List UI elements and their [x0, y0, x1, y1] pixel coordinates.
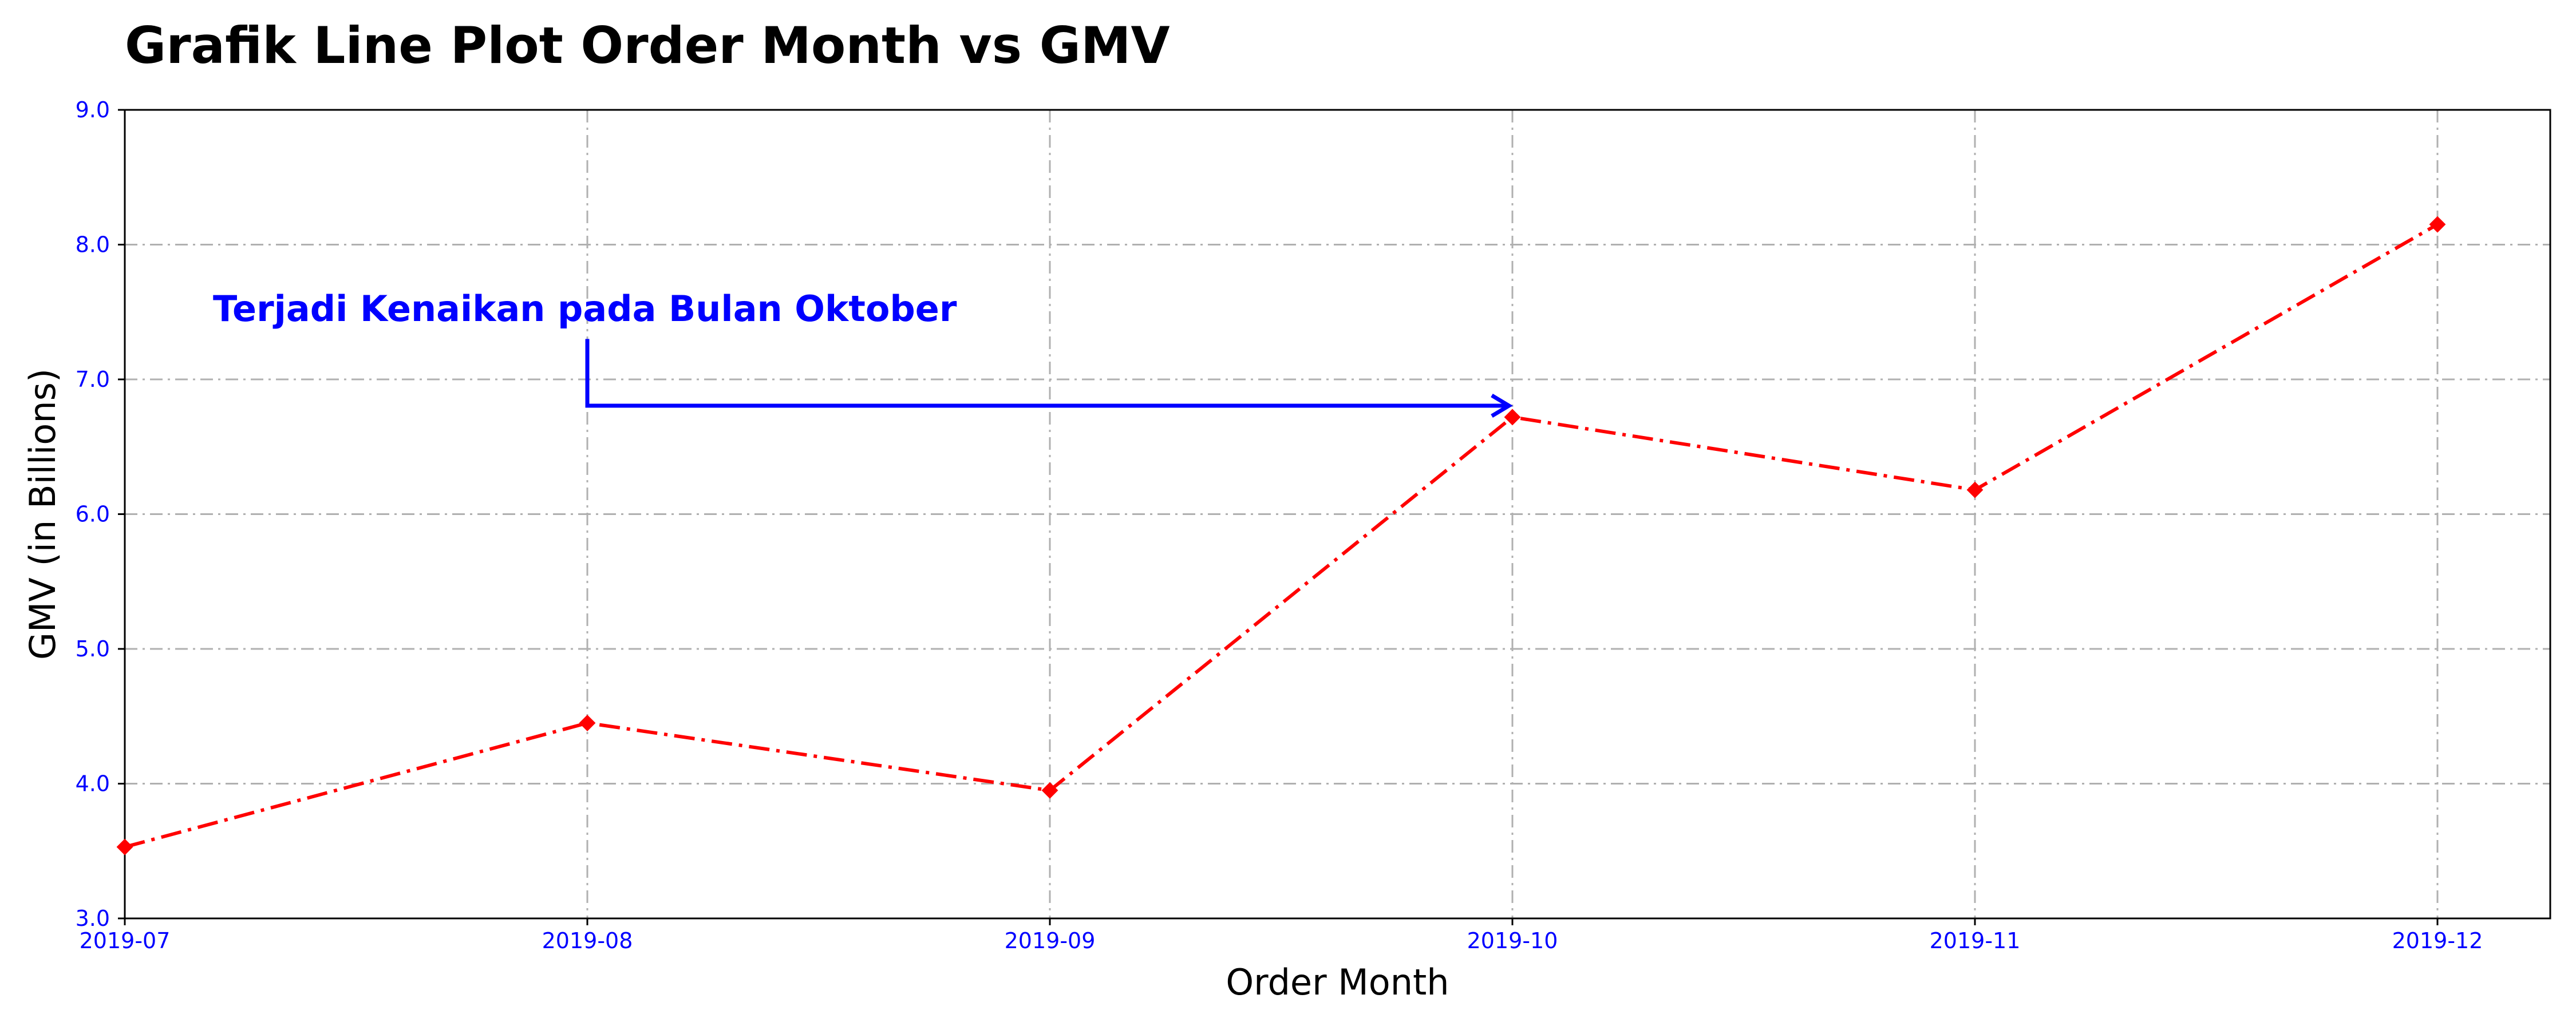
- x-tick-label: 2019-09: [1005, 928, 1096, 953]
- annotation-arrow: [585, 339, 1508, 408]
- y-tick-label: 4.0: [76, 771, 110, 797]
- annotation-text: Terjadi Kenaikan pada Bulan Oktober: [213, 288, 957, 330]
- y-tick-labels: 3.0 4.0 5.0 6.0 7.0 8.0 9.0: [76, 97, 110, 931]
- x-tick-label: 2019-11: [1930, 928, 2021, 953]
- data-point: [116, 838, 133, 855]
- x-axis-title: Order Month: [1226, 961, 1449, 1003]
- annotation: Terjadi Kenaikan pada Bulan Oktober: [213, 288, 1513, 418]
- data-point: [1041, 782, 1058, 799]
- y-tick-label: 6.0: [76, 502, 110, 527]
- x-tick-label: 2019-12: [2392, 928, 2483, 953]
- y-tick-label: 3.0: [76, 906, 110, 931]
- x-tick-label: 2019-08: [542, 928, 633, 953]
- chart-title: Grafik Line Plot Order Month vs GMV: [125, 16, 1170, 75]
- data-point: [2429, 216, 2446, 233]
- y-tick-label: 8.0: [76, 232, 110, 258]
- y-tick-label: 7.0: [76, 367, 110, 392]
- series-layer: [116, 216, 2446, 855]
- x-tick-label: 2019-07: [80, 928, 171, 953]
- data-point: [1504, 409, 1521, 426]
- series-line: [124, 223, 2439, 849]
- data-point: [1966, 481, 1984, 498]
- annotation-arrowhead: [1491, 393, 1513, 418]
- y-axis-title: GMV (in Billions): [22, 369, 64, 660]
- x-tick-label: 2019-10: [1467, 928, 1558, 953]
- y-tick-label: 5.0: [76, 636, 110, 661]
- y-tick-label: 9.0: [76, 97, 110, 122]
- data-point: [579, 715, 596, 731]
- tick-layer: [118, 109, 2439, 925]
- grid-layer: [125, 110, 2550, 918]
- x-tick-labels: 2019-07 2019-08 2019-09 2019-10 2019-11 2019-…: [80, 928, 2483, 953]
